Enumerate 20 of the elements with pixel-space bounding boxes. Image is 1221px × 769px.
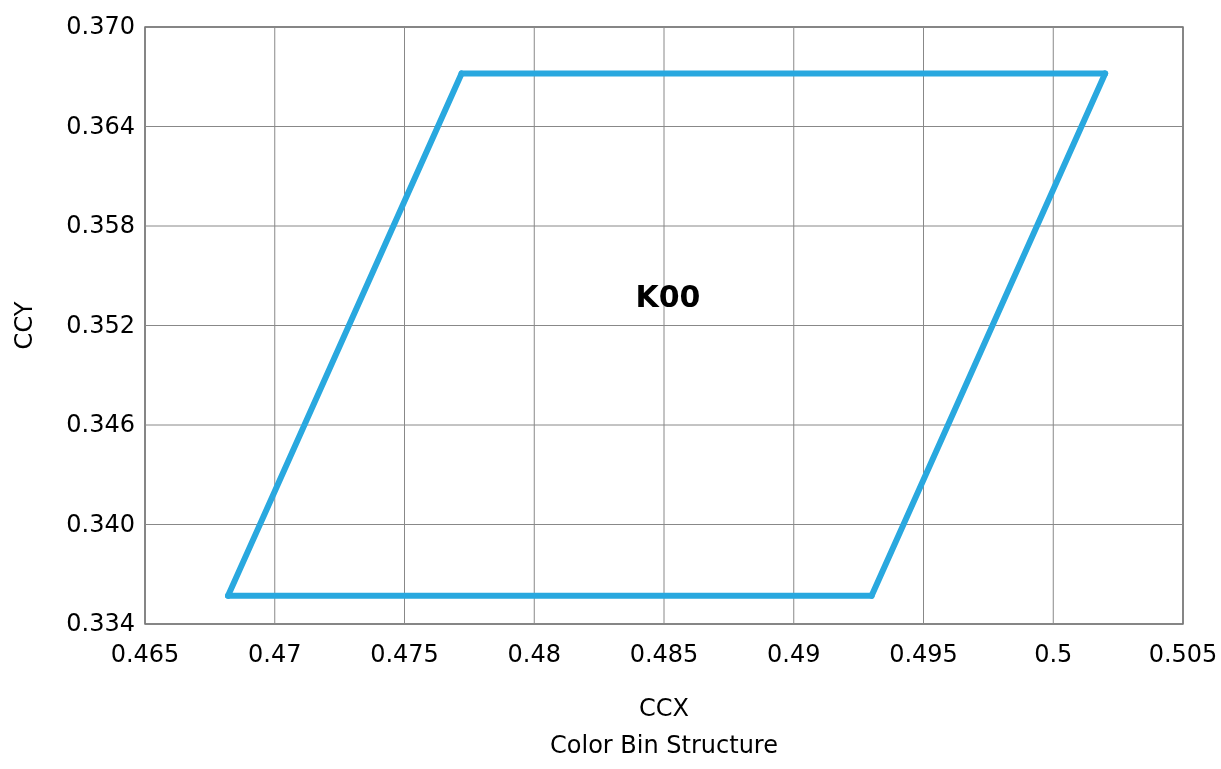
y-tick-label: 0.364: [66, 111, 135, 140]
x-tick-label: 0.49: [767, 640, 821, 668]
y-tick-label: 0.370: [66, 12, 135, 40]
x-tick-label: 0.475: [370, 640, 439, 668]
x-tick-label: 0.485: [629, 640, 699, 668]
x-tick-label: 0.48: [507, 640, 561, 668]
x-tick-label: 0.465: [110, 640, 180, 668]
y-tick-label: 0.346: [66, 410, 135, 438]
y-tick-label: 0.334: [66, 609, 135, 637]
annotation: K00: [635, 279, 701, 315]
x-tick-label: 0.495: [889, 640, 958, 668]
y-tick-label: 0.340: [66, 509, 135, 538]
x-axis-title: CCX: [639, 694, 689, 722]
x-tick-label: 0.47: [248, 640, 302, 668]
x-tick-label: 0.505: [1148, 640, 1218, 668]
y-tick-label: 0.358: [66, 211, 135, 239]
x-tick-label: 0.5: [1034, 640, 1073, 668]
y-axis-title: CCY: [10, 301, 38, 350]
y-tick-label: 0.352: [66, 310, 135, 339]
text: Color Bin Structure: [550, 731, 778, 759]
